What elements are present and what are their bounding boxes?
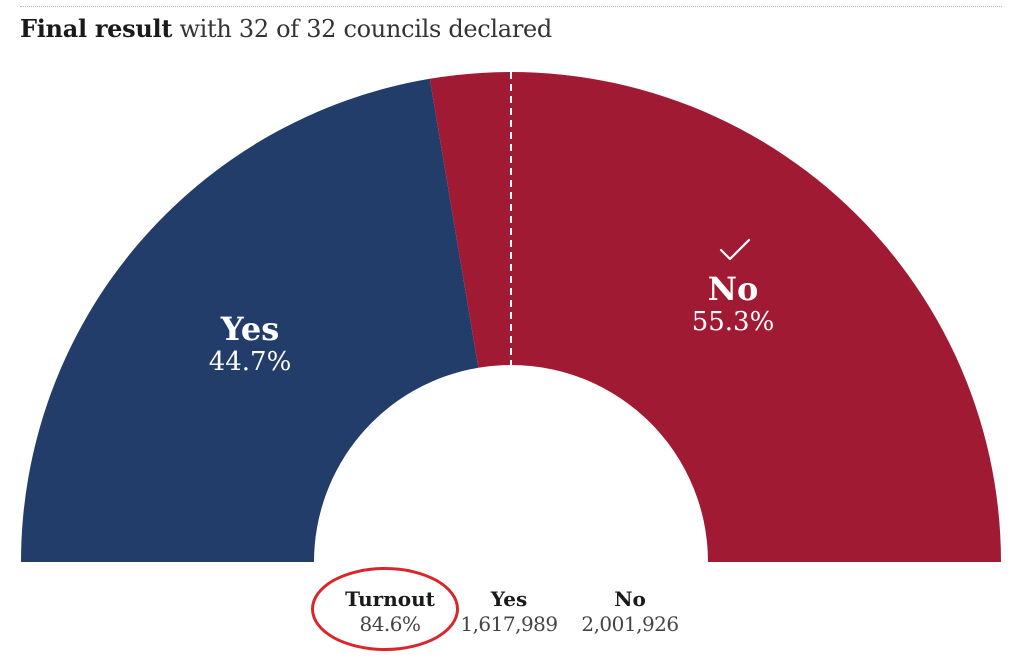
slice-no [429,72,1001,563]
turnout-highlight-circle [311,567,459,651]
slice-value-yes: 44.7% [209,347,292,377]
slice-yes [21,78,479,562]
slice-label-no: No [708,270,759,308]
header-title-strong: Final result [20,14,173,43]
stat-yes-label: Yes [490,587,528,611]
stat-no-label: No [614,587,646,611]
stat-yes: Yes 1,617,989 [434,586,584,636]
top-divider [20,6,1002,7]
slice-label-yes: Yes [220,310,279,348]
slice-value-no: 55.3% [692,307,775,337]
stat-no-value: 2,001,926 [581,612,679,636]
chart-header: Final result with 32 of 32 councils decl… [20,14,552,43]
header-title-rest: with 32 of 32 councils declared [172,15,552,43]
stat-no: No 2,001,926 [555,586,705,636]
stat-yes-value: 1,617,989 [460,612,558,636]
stats-row: Turnout 84.6% Yes 1,617,989 No 2,001,926 [0,586,1024,656]
checkmark-icon [719,238,751,261]
